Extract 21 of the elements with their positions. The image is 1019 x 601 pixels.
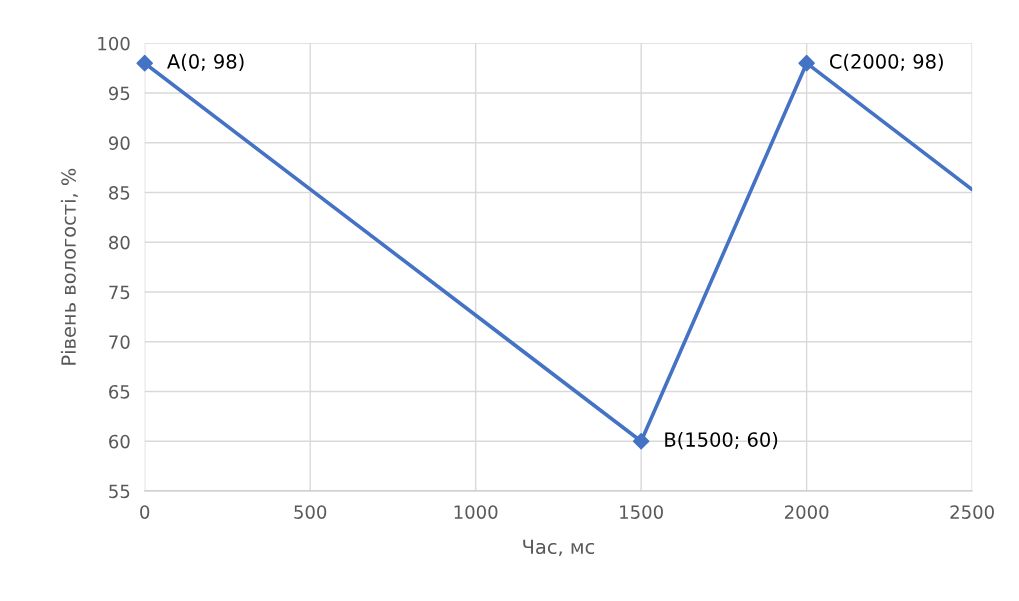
x-tick-label: 2500 <box>950 505 994 519</box>
annotation: A(0; 98) <box>167 53 244 72</box>
annotation: B(1500; 60) <box>665 431 778 450</box>
y-tick-label: 70 <box>109 335 130 349</box>
y-tick-label: 95 <box>108 86 130 101</box>
x-tick-label: 500 <box>294 505 327 519</box>
y-tick-label: 100 <box>98 36 130 51</box>
x-tick-label: 1500 <box>620 505 663 519</box>
y-tick-label: 85 <box>109 185 130 200</box>
x-tick-label: 2000 <box>784 505 829 519</box>
x-tick-label: 0 <box>140 505 150 519</box>
y-tick-label: 75 <box>109 285 130 300</box>
y-tick-label: 80 <box>109 235 130 250</box>
y-tick-label: 55 <box>109 484 130 499</box>
y-tick-label: 90 <box>108 136 130 150</box>
x-axis-title: Час, мс <box>523 539 595 557</box>
y-tick-label: 60 <box>109 434 130 449</box>
y-axis-title: Рівень вологості, % <box>60 168 78 365</box>
y-tick-label: 65 <box>109 384 130 399</box>
x-tick-label: 1000 <box>454 505 498 519</box>
annotation: C(2000; 98) <box>829 53 943 72</box>
